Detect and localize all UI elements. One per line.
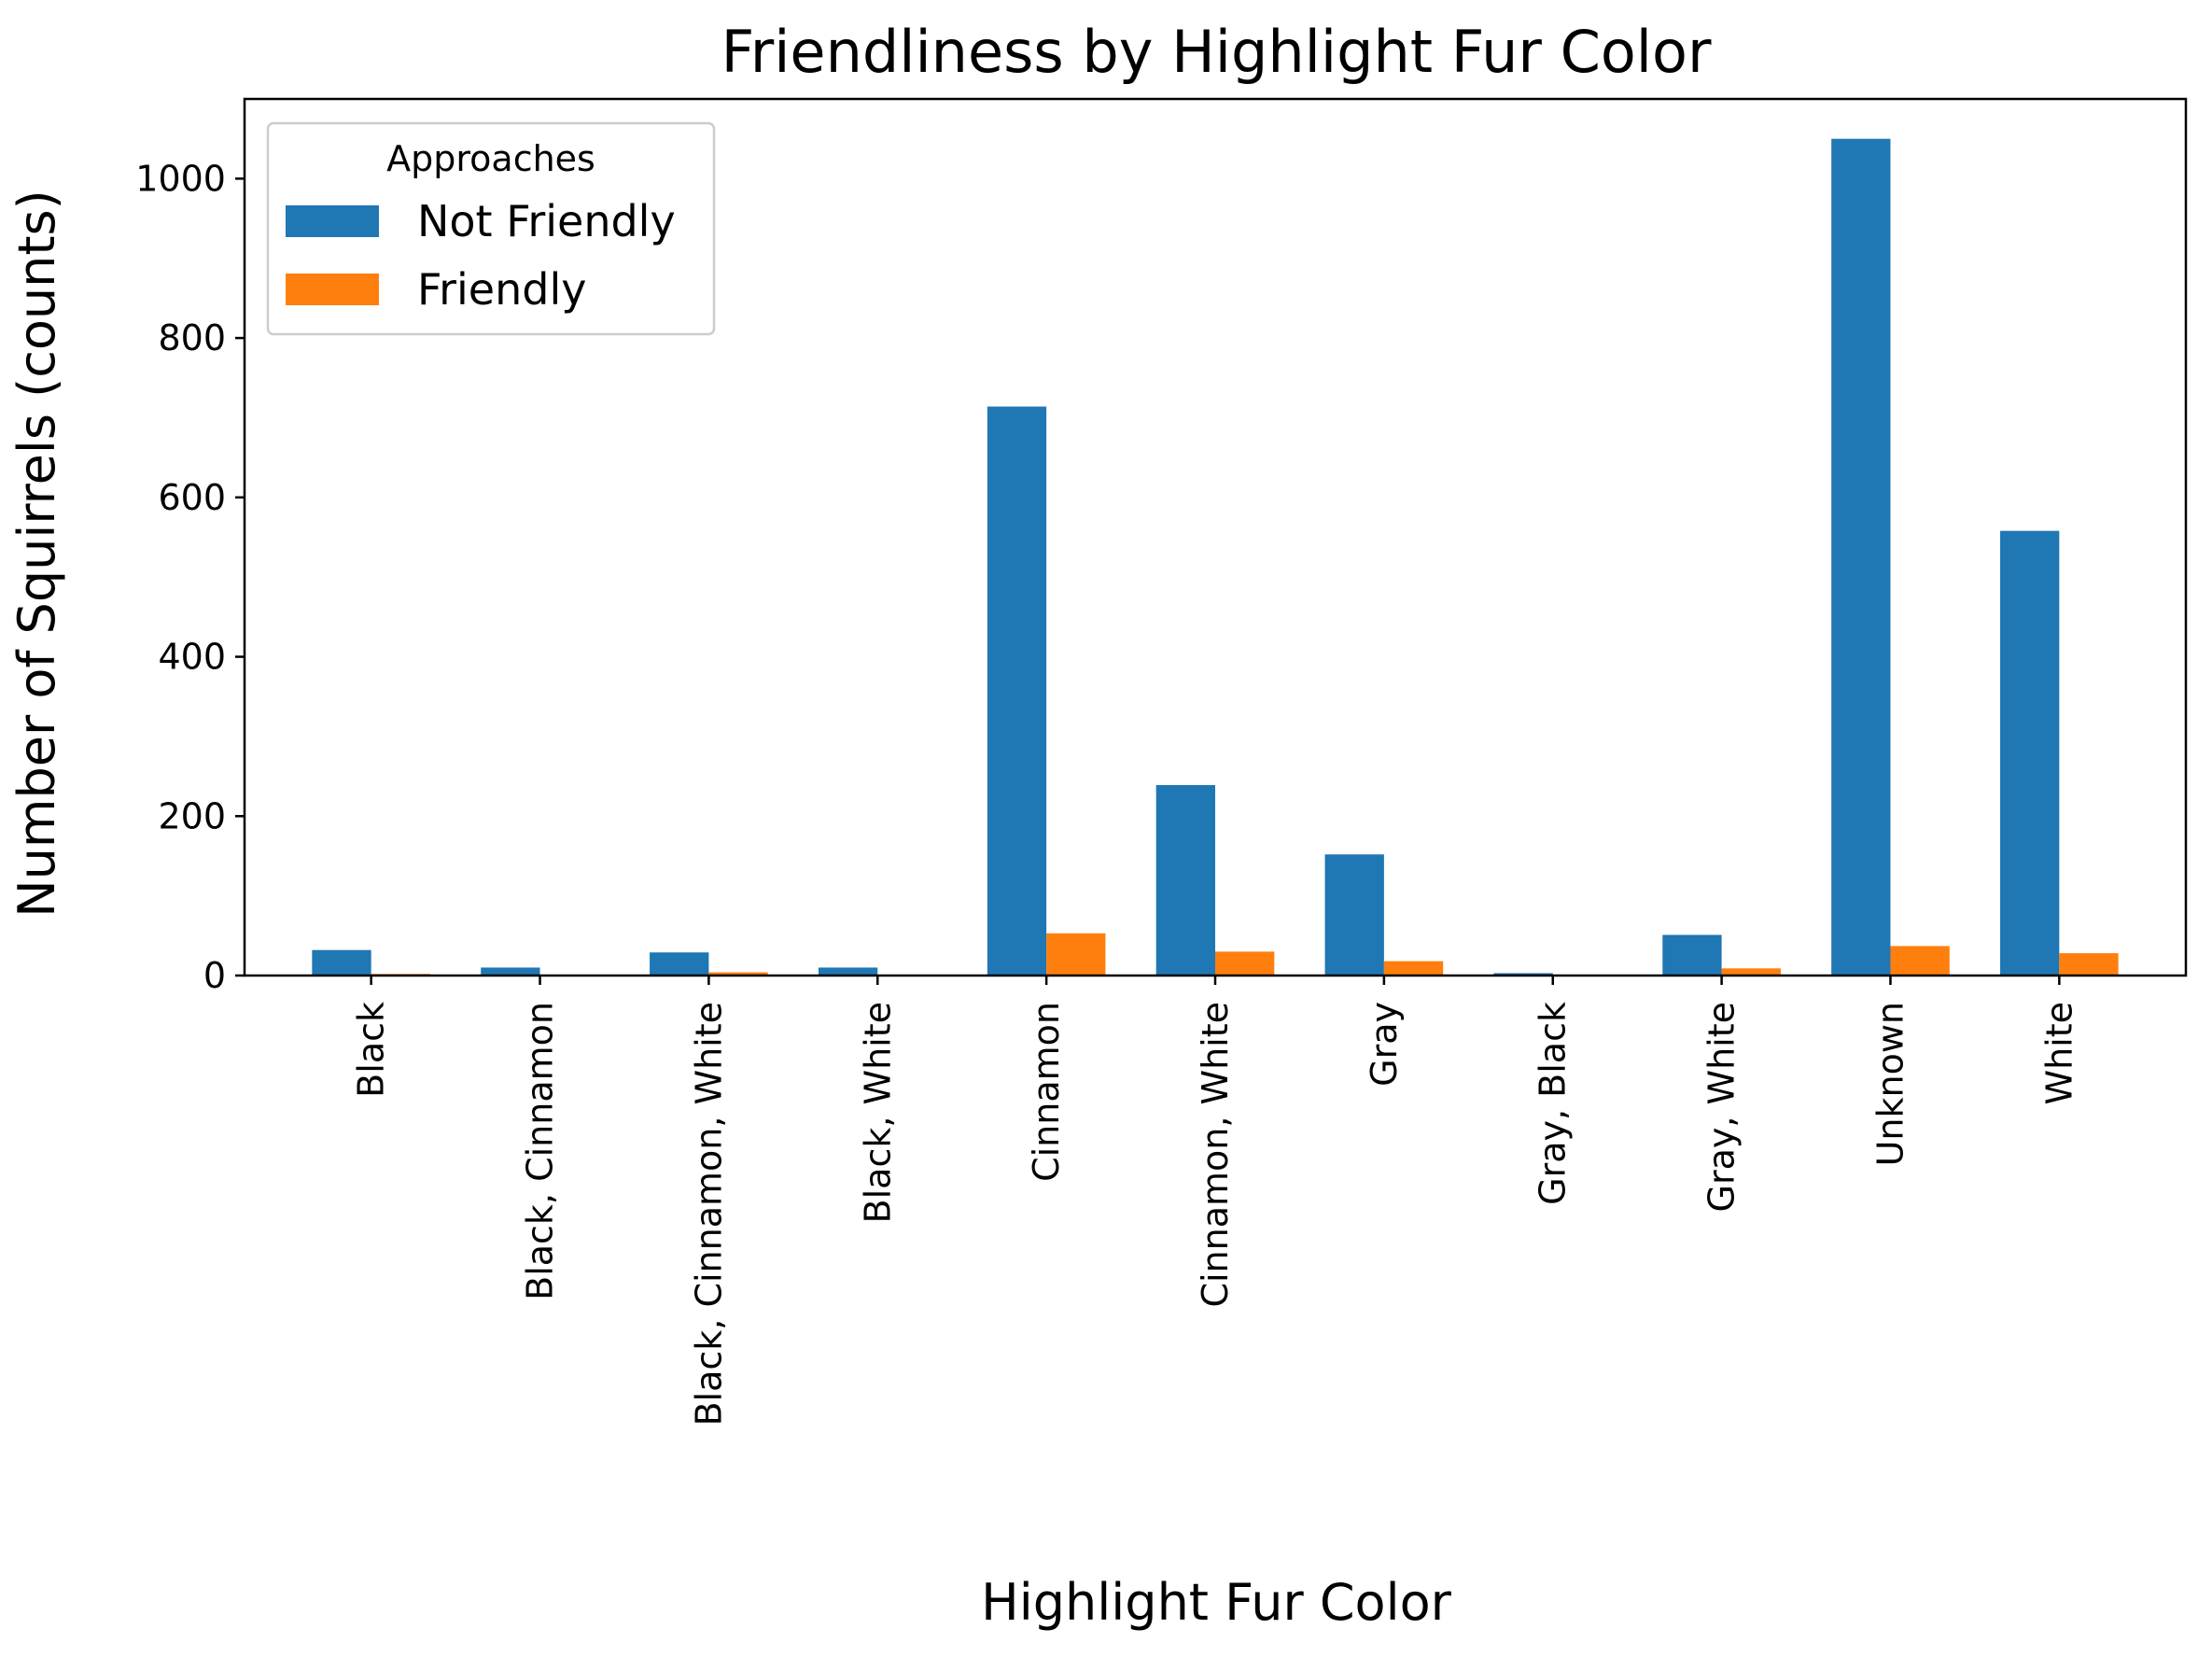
legend-label: Friendly: [417, 264, 586, 315]
legend-label: Not Friendly: [417, 196, 676, 246]
bar-not-friendly: [818, 967, 878, 976]
y-tick-label: 600: [158, 477, 226, 518]
bar-friendly: [708, 972, 768, 976]
bar-not-friendly: [1662, 934, 1722, 976]
bar-not-friendly: [481, 967, 540, 976]
x-tick-label: Gray, Black: [1533, 1002, 1574, 1205]
bar-not-friendly: [987, 406, 1047, 976]
y-axis-title: Number of Squirrels (counts): [7, 190, 66, 918]
y-tick-label: 200: [158, 795, 226, 836]
y-tick-label: 400: [158, 637, 226, 678]
legend-items: Not Friendly Friendly: [286, 196, 676, 315]
legend: Approaches Not Friendly Friendly: [266, 121, 716, 336]
x-axis-title: Highlight Fur Color: [981, 1573, 1451, 1632]
x-axis-ticks: Black Black, Cinnamon Black, Cinnamon, Whi…: [351, 976, 2079, 1426]
plot-frame: [243, 97, 2188, 977]
x-tick-label: Black, Cinnamon, White: [688, 1002, 729, 1426]
legend-swatch: [286, 274, 379, 305]
bars-layer: [312, 138, 2119, 976]
bar-not-friendly: [2000, 530, 2060, 976]
x-tick-label: Black, Cinnamon: [520, 1002, 561, 1300]
bar-friendly: [1215, 951, 1275, 976]
bar-not-friendly: [650, 952, 709, 976]
bar-not-friendly: [1493, 973, 1553, 976]
x-tick-label: Cinnamon, White: [1195, 1002, 1236, 1308]
y-axis-ticks: 0 200 400 600 800 1000: [135, 158, 245, 996]
x-tick-label: Unknown: [1869, 1002, 1911, 1166]
y-tick-label: 0: [203, 955, 226, 996]
y-tick-label: 800: [158, 317, 226, 358]
bar-not-friendly: [1155, 784, 1215, 976]
x-tick-label: Gray: [1364, 1002, 1405, 1087]
bar-friendly: [1046, 933, 1106, 976]
legend-swatch: [286, 205, 379, 237]
bar-friendly: [1383, 961, 1444, 976]
bar-friendly: [2059, 953, 2119, 976]
legend-title: Approaches: [386, 138, 595, 179]
x-tick-label: Gray, White: [1701, 1002, 1743, 1213]
x-tick-label: Black: [351, 1002, 392, 1098]
y-tick-label: 1000: [135, 158, 226, 199]
bar-not-friendly: [312, 949, 371, 976]
chart-title: Friendliness by Highlight Fur Color: [721, 18, 1712, 86]
x-tick-label: Cinnamon: [1026, 1002, 1067, 1182]
bar-friendly: [1721, 968, 1781, 976]
x-tick-label: White: [2038, 1002, 2079, 1105]
x-tick-label: Black, White: [857, 1002, 898, 1223]
bar-not-friendly: [1324, 854, 1384, 976]
legend-box: [266, 121, 716, 336]
bar-not-friendly: [1831, 138, 1891, 976]
bar-friendly: [1890, 946, 1950, 976]
